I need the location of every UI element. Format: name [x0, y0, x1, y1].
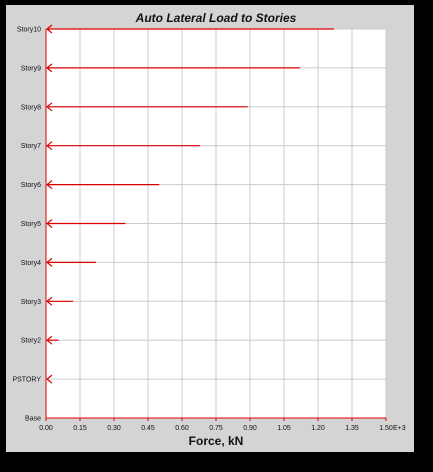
x-axis-label: Force, kN — [189, 434, 244, 448]
x-tick-label: 0.90 — [243, 425, 257, 432]
story-load-arrow — [46, 24, 334, 34]
x-tick-label: 0.45 — [141, 425, 155, 432]
story-label: Story7 — [21, 143, 41, 150]
x-tick-label: 1.35 — [345, 425, 359, 432]
story-load-arrow — [46, 257, 96, 267]
x-tick-label: 1.20 — [311, 425, 325, 432]
story-load-arrow — [46, 141, 201, 151]
story-label: Story8 — [21, 104, 41, 111]
arrow-head — [46, 24, 53, 34]
load-arrows — [46, 24, 334, 384]
x-tick-label: 1.50 — [379, 425, 393, 432]
story-label: Story5 — [21, 221, 41, 228]
story-load-arrow — [46, 296, 74, 306]
story-load-arrow — [46, 102, 248, 112]
story-label: Story9 — [21, 65, 41, 72]
story-load-arrow — [46, 335, 59, 345]
story-load-arrow — [46, 374, 53, 384]
story-load-arrow — [46, 219, 126, 228]
x-tick-label: 0.00 — [39, 425, 53, 432]
chart-canvas: Story10 Story9 Story8 Story7 Story6 Story5 Sto… — [12, 11, 406, 448]
chart-frame: Story10 Story9 Story8 Story7 Story6 Story5 Sto… — [6, 5, 414, 452]
arrow-head — [46, 180, 53, 190]
arrow-head — [46, 219, 53, 228]
arrow-head — [46, 335, 53, 345]
story-load-arrow — [46, 63, 300, 73]
arrow-head — [46, 374, 53, 384]
story-label: PSTORY — [12, 377, 41, 384]
x-tick-labels: 0.00 0.15 0.30 0.45 0.60 0.75 0.90 1.05 1.20 1.35… — [39, 425, 393, 432]
x-tick-label: 0.15 — [73, 425, 87, 432]
x-tick-label: 0.30 — [107, 425, 121, 432]
story-label: Story2 — [21, 338, 41, 345]
arrow-head — [46, 141, 53, 151]
story-label: Base — [25, 416, 41, 423]
x-tick-label: 1.05 — [277, 425, 291, 432]
chart-title: Auto Lateral Load to Stories — [135, 11, 297, 25]
arrow-head — [46, 296, 53, 306]
x-tick-label: 0.60 — [175, 425, 189, 432]
arrow-head — [46, 102, 53, 112]
story-label: Story4 — [21, 260, 41, 267]
story-label: Story10 — [17, 27, 41, 34]
story-label: Story3 — [21, 299, 41, 306]
y-tick-labels: Story10 Story9 Story8 Story7 Story6 Story5 Sto… — [12, 27, 41, 423]
arrow-head — [46, 257, 53, 267]
story-load-arrow — [46, 180, 160, 190]
arrow-head — [46, 63, 53, 73]
story-label: Story6 — [21, 182, 41, 189]
x-tick-label: 0.75 — [209, 425, 223, 432]
x-axis-unit: E+3 — [393, 425, 406, 432]
